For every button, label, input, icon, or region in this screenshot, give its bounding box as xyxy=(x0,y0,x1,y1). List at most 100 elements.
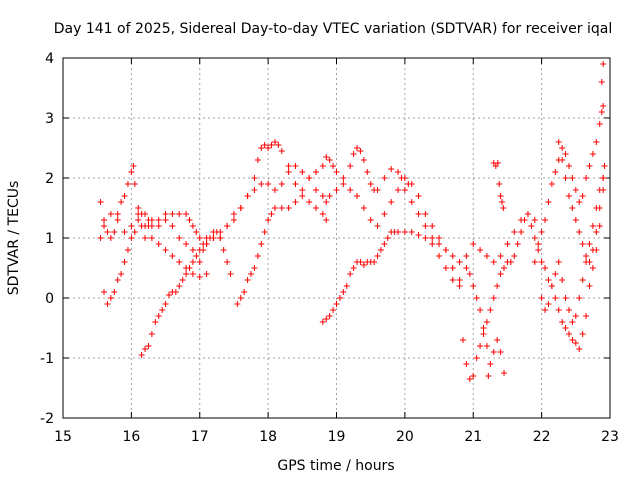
data-point xyxy=(323,154,330,160)
data-point xyxy=(142,223,149,229)
data-point xyxy=(145,343,152,349)
data-point xyxy=(497,271,504,277)
data-point xyxy=(162,247,169,253)
data-point xyxy=(111,289,118,295)
data-point xyxy=(230,211,237,217)
data-point xyxy=(326,313,333,319)
data-point xyxy=(374,253,381,259)
data-point xyxy=(306,199,313,205)
data-point xyxy=(220,247,227,253)
data-point xyxy=(377,247,384,253)
data-point xyxy=(299,193,306,199)
data-point xyxy=(347,271,354,277)
y-tick-label: 4 xyxy=(45,51,54,67)
data-point xyxy=(500,205,507,211)
data-point xyxy=(142,346,149,352)
x-tick-label: 20 xyxy=(396,429,414,445)
data-point xyxy=(381,211,388,217)
data-point xyxy=(528,223,535,229)
data-point xyxy=(535,247,542,253)
data-point xyxy=(169,253,176,259)
data-point xyxy=(360,205,367,211)
data-point xyxy=(490,295,497,301)
data-point xyxy=(422,211,429,217)
series-track-k xyxy=(531,61,607,265)
data-point xyxy=(565,163,572,169)
data-point xyxy=(350,151,357,157)
data-point xyxy=(203,271,210,277)
data-point xyxy=(589,247,596,253)
data-point xyxy=(271,205,278,211)
data-point xyxy=(278,205,285,211)
data-point xyxy=(124,247,131,253)
series-track-a xyxy=(97,139,538,265)
data-point xyxy=(579,193,586,199)
data-point xyxy=(401,229,408,235)
data-point xyxy=(111,229,118,235)
data-point xyxy=(165,292,172,298)
data-point xyxy=(374,223,381,229)
data-point xyxy=(217,235,224,241)
x-tick-label: 21 xyxy=(464,429,482,445)
data-point xyxy=(459,337,466,343)
data-point xyxy=(347,163,354,169)
data-point xyxy=(162,217,169,223)
data-point xyxy=(121,193,128,199)
data-point xyxy=(131,181,138,187)
data-point xyxy=(456,283,463,289)
data-point xyxy=(330,163,337,169)
data-point xyxy=(548,283,555,289)
data-point xyxy=(234,301,241,307)
data-point xyxy=(230,217,237,223)
data-point xyxy=(562,325,569,331)
data-point xyxy=(155,241,162,247)
data-point xyxy=(142,235,149,241)
data-point xyxy=(340,175,347,181)
data-point xyxy=(562,295,569,301)
data-point xyxy=(408,229,415,235)
data-point xyxy=(518,229,525,235)
data-point xyxy=(176,211,183,217)
data-point xyxy=(254,253,261,259)
data-point xyxy=(552,295,559,301)
data-point xyxy=(224,259,231,265)
y-tick-label: 3 xyxy=(45,111,54,127)
data-point xyxy=(193,229,200,235)
data-point xyxy=(388,166,395,172)
x-tick-label: 17 xyxy=(191,429,209,445)
data-point xyxy=(148,235,155,241)
data-point xyxy=(278,181,285,187)
data-point xyxy=(292,163,299,169)
data-point xyxy=(350,265,357,271)
data-point xyxy=(159,307,166,313)
data-point xyxy=(565,331,572,337)
data-point xyxy=(176,283,183,289)
data-point xyxy=(265,145,272,151)
data-point xyxy=(555,139,562,145)
data-point xyxy=(480,325,487,331)
data-point xyxy=(261,229,268,235)
data-point xyxy=(596,187,603,193)
data-point xyxy=(415,232,422,238)
data-point xyxy=(401,175,408,181)
data-point xyxy=(601,163,608,169)
data-point xyxy=(189,271,196,277)
data-point xyxy=(542,307,549,313)
data-point xyxy=(473,295,480,301)
data-point xyxy=(569,175,576,181)
data-point xyxy=(562,175,569,181)
data-point xyxy=(504,241,511,247)
data-point xyxy=(258,145,265,151)
data-point xyxy=(118,271,125,277)
x-axis-label: GPS time / hours xyxy=(277,458,394,474)
data-point xyxy=(193,253,200,259)
data-point xyxy=(487,307,494,313)
data-point xyxy=(494,160,501,166)
y-tick-label: -1 xyxy=(40,351,54,367)
data-point xyxy=(449,265,456,271)
data-point xyxy=(514,241,521,247)
data-point xyxy=(336,295,343,301)
data-point xyxy=(248,271,255,277)
x-tick-label: 16 xyxy=(122,429,140,445)
x-tick-label: 22 xyxy=(533,429,551,445)
